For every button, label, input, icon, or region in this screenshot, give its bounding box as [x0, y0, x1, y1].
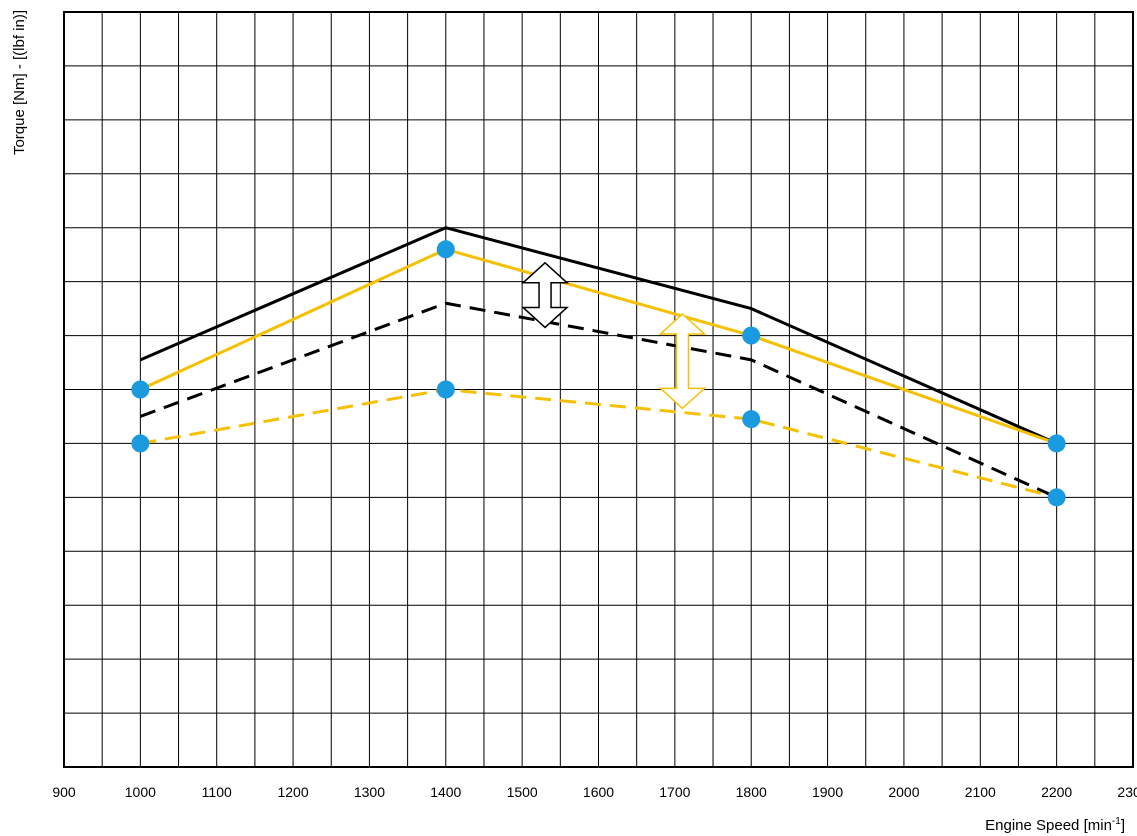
grid	[64, 12, 1133, 767]
data-point-marker	[1047, 488, 1066, 507]
data-point-marker	[131, 434, 150, 453]
x-tick-label: 1700	[659, 784, 690, 800]
data-point-marker	[436, 240, 455, 259]
data-point-marker	[742, 326, 761, 345]
double-arrow-annotation-2	[658, 312, 707, 410]
x-tick-label: 2200	[1041, 784, 1072, 800]
data-point-marker	[742, 410, 761, 429]
data-point-marker	[131, 380, 150, 399]
y-axis-title: Torque [Nm] - [(lbf in)]	[11, 10, 28, 155]
x-tick-label: 2000	[888, 784, 919, 800]
x-tick-label: 1800	[736, 784, 767, 800]
data-point-marker	[1047, 434, 1066, 453]
x-axis-title-superscript: -1	[1112, 816, 1121, 827]
series-line-2	[139, 247, 1058, 445]
x-axis-title-suffix: ]	[1121, 817, 1125, 834]
data-point-marker	[436, 380, 455, 399]
double-arrow-annotation-1	[521, 261, 569, 329]
series-line-4	[140, 387, 1058, 499]
x-tick-label: 1100	[202, 784, 232, 800]
x-tick-label: 1500	[507, 784, 538, 800]
annotation-layer	[521, 261, 707, 410]
x-axis-title-main: Engine Speed [min	[985, 817, 1112, 834]
plot-frame	[63, 11, 1134, 768]
x-tick-label: 900	[52, 784, 76, 800]
series-line-1	[139, 226, 1058, 445]
x-tick-label: 1000	[125, 784, 156, 800]
series-layer	[139, 226, 1058, 499]
x-tick-label: 1200	[277, 784, 308, 800]
x-tick-label: 1900	[812, 784, 843, 800]
series-line-3	[139, 301, 1058, 499]
x-tick-label: 1600	[583, 784, 614, 800]
x-tick-label: 2300	[1117, 784, 1137, 800]
x-tick-label: 1300	[354, 784, 385, 800]
x-tick-labels: 900 1000 1100 1200 1300 1400 1500 1600 1700 1800 1…	[52, 784, 1137, 800]
x-tick-label: 2100	[965, 784, 996, 800]
x-axis-title: Engine Speed [min-1]	[985, 816, 1125, 834]
marker-layer	[131, 240, 1066, 507]
x-tick-label: 1400	[430, 784, 461, 800]
